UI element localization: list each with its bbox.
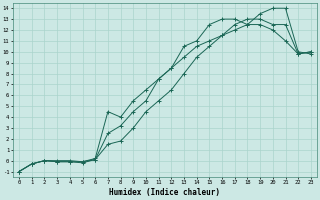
- X-axis label: Humidex (Indice chaleur): Humidex (Indice chaleur): [109, 188, 220, 197]
